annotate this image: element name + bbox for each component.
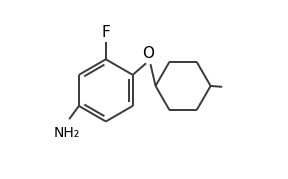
Text: NH₂: NH₂	[53, 126, 79, 140]
Text: F: F	[101, 25, 110, 40]
Text: O: O	[142, 46, 154, 61]
